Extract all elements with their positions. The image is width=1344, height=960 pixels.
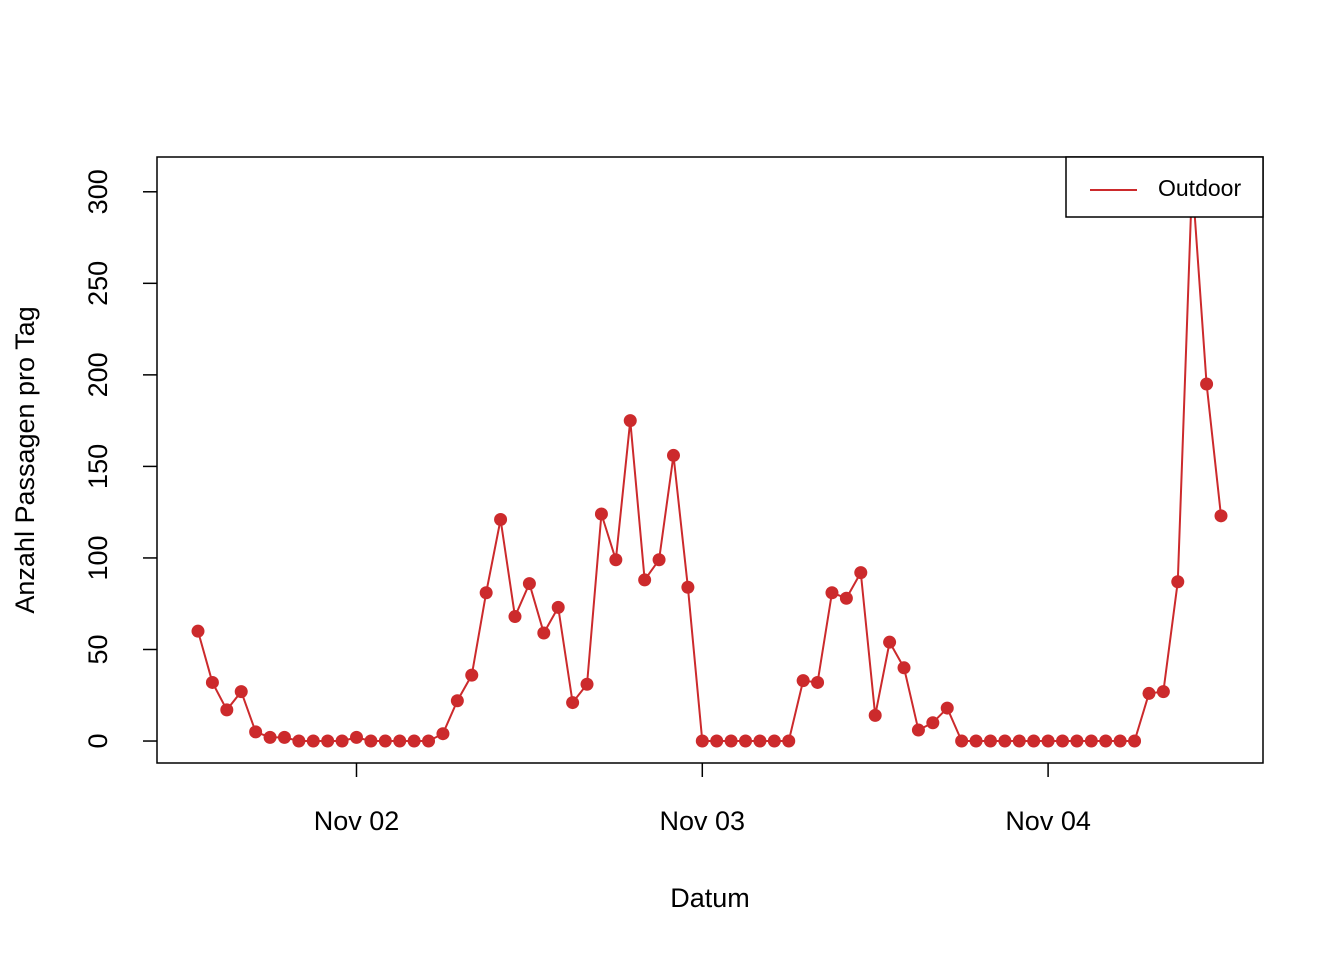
- data-point: [955, 734, 969, 748]
- data-point: [681, 580, 695, 594]
- data-point: [969, 734, 983, 748]
- data-point: [825, 586, 839, 600]
- data-point: [263, 730, 277, 744]
- data-point: [883, 635, 897, 649]
- x-tick-label: Nov 04: [1005, 806, 1091, 836]
- data-point: [983, 734, 997, 748]
- data-point: [508, 610, 522, 624]
- data-point: [897, 661, 911, 675]
- data-point: [537, 626, 551, 640]
- x-axis-title: Datum: [670, 883, 750, 913]
- y-tick-label: 200: [83, 352, 113, 397]
- data-point: [710, 734, 724, 748]
- data-point: [926, 716, 940, 730]
- data-point: [998, 734, 1012, 748]
- data-point: [1142, 686, 1156, 700]
- data-point: [1200, 377, 1214, 391]
- data-point: [566, 696, 580, 710]
- data-point: [465, 668, 479, 682]
- data-point: [1027, 734, 1041, 748]
- plot-box: [156, 156, 1264, 764]
- data-point: [1084, 734, 1098, 748]
- data-point: [494, 513, 508, 527]
- data-point: [191, 624, 205, 638]
- data-point: [205, 675, 219, 689]
- data-point: [407, 734, 421, 748]
- data-point: [1070, 734, 1084, 748]
- data-point: [220, 703, 234, 717]
- data-point: [364, 734, 378, 748]
- data-point: [753, 734, 767, 748]
- data-point: [436, 727, 450, 741]
- data-point: [522, 577, 536, 591]
- data-point: [767, 734, 781, 748]
- data-point: [940, 701, 954, 715]
- y-tick-label: 150: [83, 444, 113, 489]
- y-tick-label: 50: [83, 634, 113, 664]
- data-point: [839, 591, 853, 605]
- data-point: [479, 586, 493, 600]
- data-point: [666, 448, 680, 462]
- data-point: [1128, 734, 1142, 748]
- data-point: [1214, 509, 1228, 523]
- data-point: [854, 566, 868, 580]
- data-point: [335, 734, 349, 748]
- x-tick-label: Nov 02: [314, 806, 400, 836]
- data-point: [234, 685, 248, 699]
- data-point: [609, 553, 623, 567]
- data-point: [306, 734, 320, 748]
- data-point: [868, 708, 882, 722]
- data-point: [1156, 685, 1170, 699]
- data-point: [1171, 575, 1185, 589]
- data-point: [911, 723, 925, 737]
- data-point: [782, 734, 796, 748]
- data-point: [277, 730, 291, 744]
- data-point: [580, 677, 594, 691]
- series-line: [197, 178, 1222, 743]
- y-tick-label: 100: [83, 535, 113, 580]
- data-point: [393, 734, 407, 748]
- data-point: [450, 694, 464, 708]
- data-point: [1012, 734, 1026, 748]
- data-point: [638, 573, 652, 587]
- data-point: [1113, 734, 1127, 748]
- data-point: [422, 734, 436, 748]
- data-point: [1056, 734, 1070, 748]
- data-point: [724, 734, 738, 748]
- data-point: [321, 734, 335, 748]
- y-tick-label: 250: [83, 261, 113, 306]
- data-point: [349, 730, 363, 744]
- data-point: [551, 600, 565, 614]
- data-point: [739, 734, 753, 748]
- data-point: [796, 674, 810, 688]
- legend-label: Outdoor: [1158, 175, 1241, 201]
- y-tick-label: 0: [83, 734, 113, 749]
- legend-box: [1065, 156, 1264, 218]
- y-axis-title: Anzahl Passagen pro Tag: [10, 306, 40, 613]
- data-point: [1041, 734, 1055, 748]
- data-point: [811, 675, 825, 689]
- data-point: [1099, 734, 1113, 748]
- data-point: [652, 553, 666, 567]
- y-tick-label: 300: [83, 169, 113, 214]
- x-tick-label: Nov 03: [660, 806, 746, 836]
- data-point: [594, 507, 608, 521]
- data-point: [623, 414, 637, 428]
- data-point: [378, 734, 392, 748]
- data-point: [292, 734, 306, 748]
- data-point: [249, 725, 263, 739]
- data-point: [695, 734, 709, 748]
